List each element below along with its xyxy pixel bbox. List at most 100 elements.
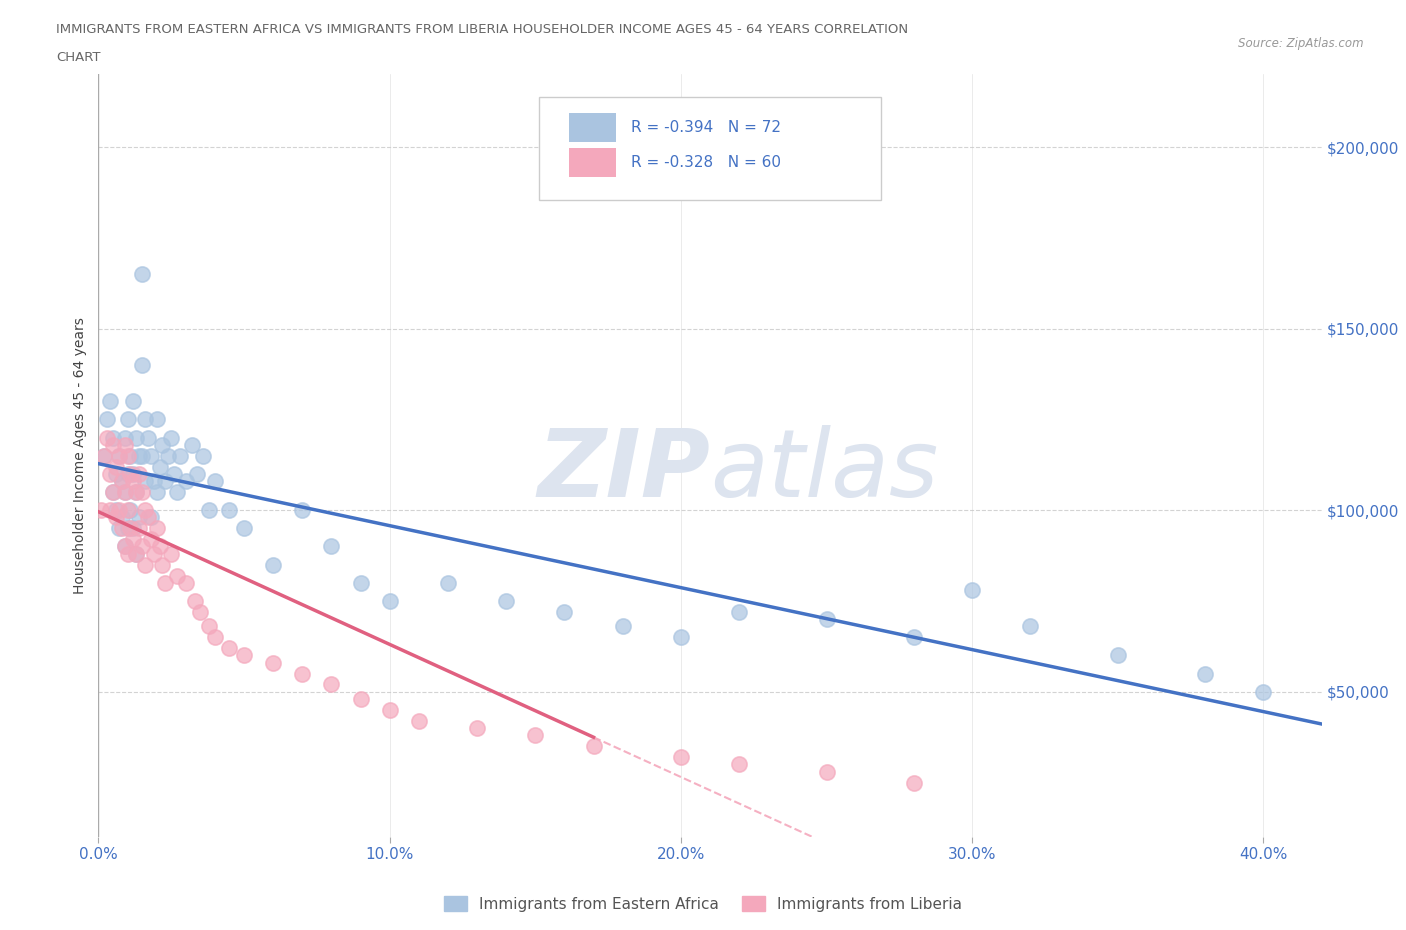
Point — [125, 546, 148, 561]
FancyBboxPatch shape — [569, 149, 616, 178]
Point — [128, 521, 150, 536]
Point — [612, 619, 634, 634]
Point — [149, 539, 172, 554]
Point — [204, 630, 226, 644]
Point — [145, 521, 167, 536]
Point — [101, 437, 124, 452]
Point — [120, 503, 142, 518]
Point — [111, 521, 134, 536]
Point — [582, 738, 605, 753]
Point — [142, 546, 165, 561]
Point — [669, 750, 692, 764]
Point — [218, 641, 240, 656]
Text: Source: ZipAtlas.com: Source: ZipAtlas.com — [1239, 37, 1364, 50]
Point — [142, 473, 165, 488]
Point — [108, 448, 131, 463]
Point — [114, 430, 136, 445]
Point — [186, 467, 208, 482]
Point — [122, 467, 145, 482]
Point — [128, 510, 150, 525]
Point — [108, 521, 131, 536]
Point — [108, 503, 131, 518]
Text: IMMIGRANTS FROM EASTERN AFRICA VS IMMIGRANTS FROM LIBERIA HOUSEHOLDER INCOME AGE: IMMIGRANTS FROM EASTERN AFRICA VS IMMIGR… — [56, 23, 908, 36]
Point — [120, 467, 142, 482]
Point — [155, 473, 177, 488]
Point — [134, 473, 156, 488]
Point — [321, 677, 343, 692]
Point — [166, 485, 188, 499]
Point — [104, 510, 127, 525]
Point — [183, 593, 205, 608]
Point — [117, 521, 139, 536]
Point — [233, 521, 256, 536]
Point — [349, 692, 371, 707]
Point — [198, 619, 221, 634]
Point — [128, 448, 150, 463]
Point — [160, 430, 183, 445]
Point — [120, 521, 142, 536]
Point — [163, 467, 186, 482]
Text: R = -0.328   N = 60: R = -0.328 N = 60 — [630, 155, 780, 170]
Point — [291, 666, 314, 681]
Point — [122, 393, 145, 408]
Point — [136, 430, 159, 445]
Point — [465, 721, 488, 736]
Point — [90, 503, 112, 518]
FancyBboxPatch shape — [569, 113, 616, 142]
Point — [193, 448, 215, 463]
Point — [117, 546, 139, 561]
Point — [1194, 666, 1216, 681]
Point — [524, 728, 547, 743]
Point — [122, 532, 145, 547]
Point — [728, 604, 751, 619]
Point — [114, 485, 136, 499]
Point — [291, 503, 314, 518]
Point — [169, 448, 191, 463]
Point — [104, 467, 127, 482]
Point — [111, 473, 134, 488]
Y-axis label: Householder Income Ages 45 - 64 years: Householder Income Ages 45 - 64 years — [73, 317, 87, 594]
Point — [149, 459, 172, 474]
Point — [114, 539, 136, 554]
Point — [145, 485, 167, 499]
Point — [1019, 619, 1042, 634]
Point — [960, 582, 983, 597]
Point — [125, 485, 148, 499]
Text: atlas: atlas — [710, 425, 938, 516]
Point — [233, 648, 256, 663]
Point — [134, 503, 156, 518]
Point — [131, 357, 153, 372]
Point — [180, 437, 202, 452]
Point — [101, 485, 124, 499]
Point — [134, 412, 156, 427]
Point — [111, 473, 134, 488]
Text: ZIP: ZIP — [537, 425, 710, 517]
Point — [117, 467, 139, 482]
Point — [117, 448, 139, 463]
Point — [198, 503, 221, 518]
Point — [155, 576, 177, 591]
Point — [125, 485, 148, 499]
Point — [93, 448, 115, 463]
Point — [160, 546, 183, 561]
Point — [553, 604, 575, 619]
Point — [218, 503, 240, 518]
Point — [669, 630, 692, 644]
Point — [96, 412, 118, 427]
Point — [437, 576, 460, 591]
Point — [131, 267, 153, 282]
Point — [152, 557, 174, 572]
Point — [188, 604, 212, 619]
Point — [349, 576, 371, 591]
Point — [728, 757, 751, 772]
Point — [98, 393, 121, 408]
Point — [114, 437, 136, 452]
Point — [117, 412, 139, 427]
Point — [815, 764, 838, 779]
Point — [145, 412, 167, 427]
Point — [262, 656, 284, 671]
Point — [495, 593, 517, 608]
Point — [903, 630, 925, 644]
Text: R = -0.394   N = 72: R = -0.394 N = 72 — [630, 120, 780, 135]
Point — [128, 467, 150, 482]
